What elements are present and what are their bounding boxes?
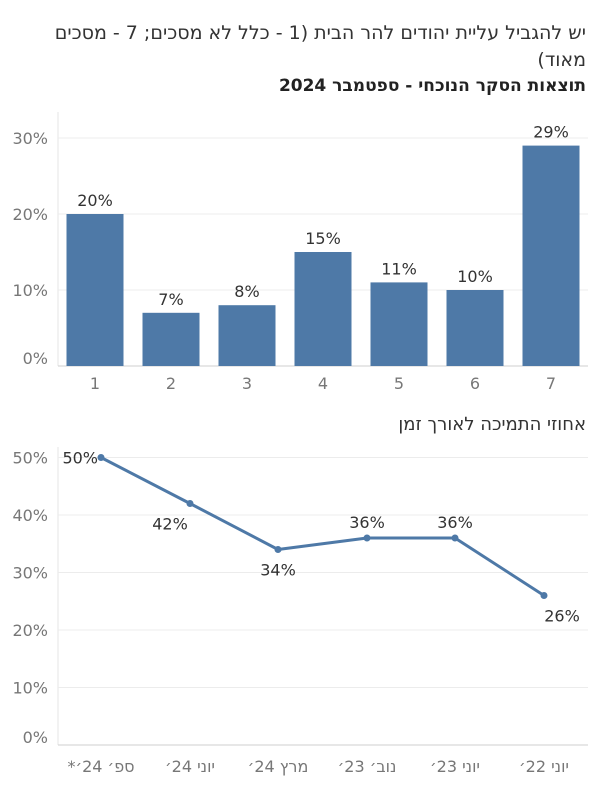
y-tick-label: 0%: [23, 728, 48, 747]
y-tick-label: 40%: [12, 506, 48, 525]
chart-title: יש להגביל עליית יהודים להר הבית (1 - כלל…: [54, 22, 586, 71]
data-point: [186, 500, 194, 507]
point-value-label: 42%: [152, 515, 188, 534]
bar-value-label: 15%: [305, 229, 341, 248]
bar: [370, 282, 428, 366]
data-point: [363, 534, 371, 542]
x-tick-label: מרץ 24׳: [248, 757, 309, 776]
x-tick-label: 3: [242, 374, 252, 393]
data-point: [274, 546, 282, 553]
point-value-label: 26%: [544, 607, 580, 626]
y-tick-label: 20%: [12, 205, 48, 224]
data-point: [540, 592, 548, 599]
series-line: [100, 456, 545, 597]
bar: [142, 312, 200, 366]
x-tick-label: 5: [394, 374, 404, 393]
point-value-label: 36%: [437, 513, 473, 532]
x-tick-label: יוני 22׳: [519, 757, 569, 776]
y-tick-label: 0%: [23, 349, 48, 368]
y-tick-label: 10%: [12, 679, 48, 698]
y-tick-label: 30%: [12, 564, 48, 583]
bar-value-label: 29%: [533, 123, 569, 142]
bar: [522, 145, 580, 366]
x-tick-label: 2: [166, 374, 176, 393]
bar-value-label: 11%: [381, 259, 417, 278]
x-tick-label: 1: [90, 374, 100, 393]
line-chart-title: אחוזי התמיכה לאורך זמן: [398, 414, 586, 435]
bar-value-label: 7%: [158, 290, 183, 309]
bar-value-label: 8%: [234, 282, 259, 301]
x-tick-label: 7: [546, 374, 556, 393]
line-chart: 0% 10% 20% 30% 40% 50% 50% ספ׳ 24׳* 42% יוני 24׳ 3…: [12, 447, 588, 776]
bar: [294, 252, 352, 366]
x-tick-label: יוני 23׳: [430, 757, 480, 776]
x-tick-label: 4: [318, 374, 328, 393]
x-tick-label: 6: [470, 374, 480, 393]
point-value-label: 50%: [62, 449, 98, 468]
data-point: [97, 454, 105, 461]
bar: [66, 214, 124, 366]
x-tick-label: נוב׳ 23׳: [338, 757, 397, 776]
bar: [446, 290, 504, 366]
bar-chart-title: תוצאות הסקר הנוכחי - ספטמבר 2024: [278, 76, 586, 96]
bar-value-label: 20%: [77, 191, 113, 210]
y-tick-label: 20%: [12, 621, 48, 640]
y-tick-label: 30%: [12, 129, 48, 148]
data-point: [451, 534, 459, 542]
x-tick-label: ספ׳ 24׳*: [67, 757, 134, 776]
bar-chart: 0% 10% 20% 30% 20% 1 7% 2 8% 3 15% 4 11% 5 10% 6 29% 7: [12, 112, 588, 393]
y-tick-label: 10%: [12, 281, 48, 300]
bar: [218, 305, 276, 366]
x-tick-label: יוני 24׳: [165, 757, 215, 776]
point-value-label: 36%: [349, 513, 385, 532]
y-tick-label: 50%: [12, 449, 48, 468]
bar-value-label: 10%: [457, 267, 493, 286]
point-value-label: 34%: [260, 561, 296, 580]
